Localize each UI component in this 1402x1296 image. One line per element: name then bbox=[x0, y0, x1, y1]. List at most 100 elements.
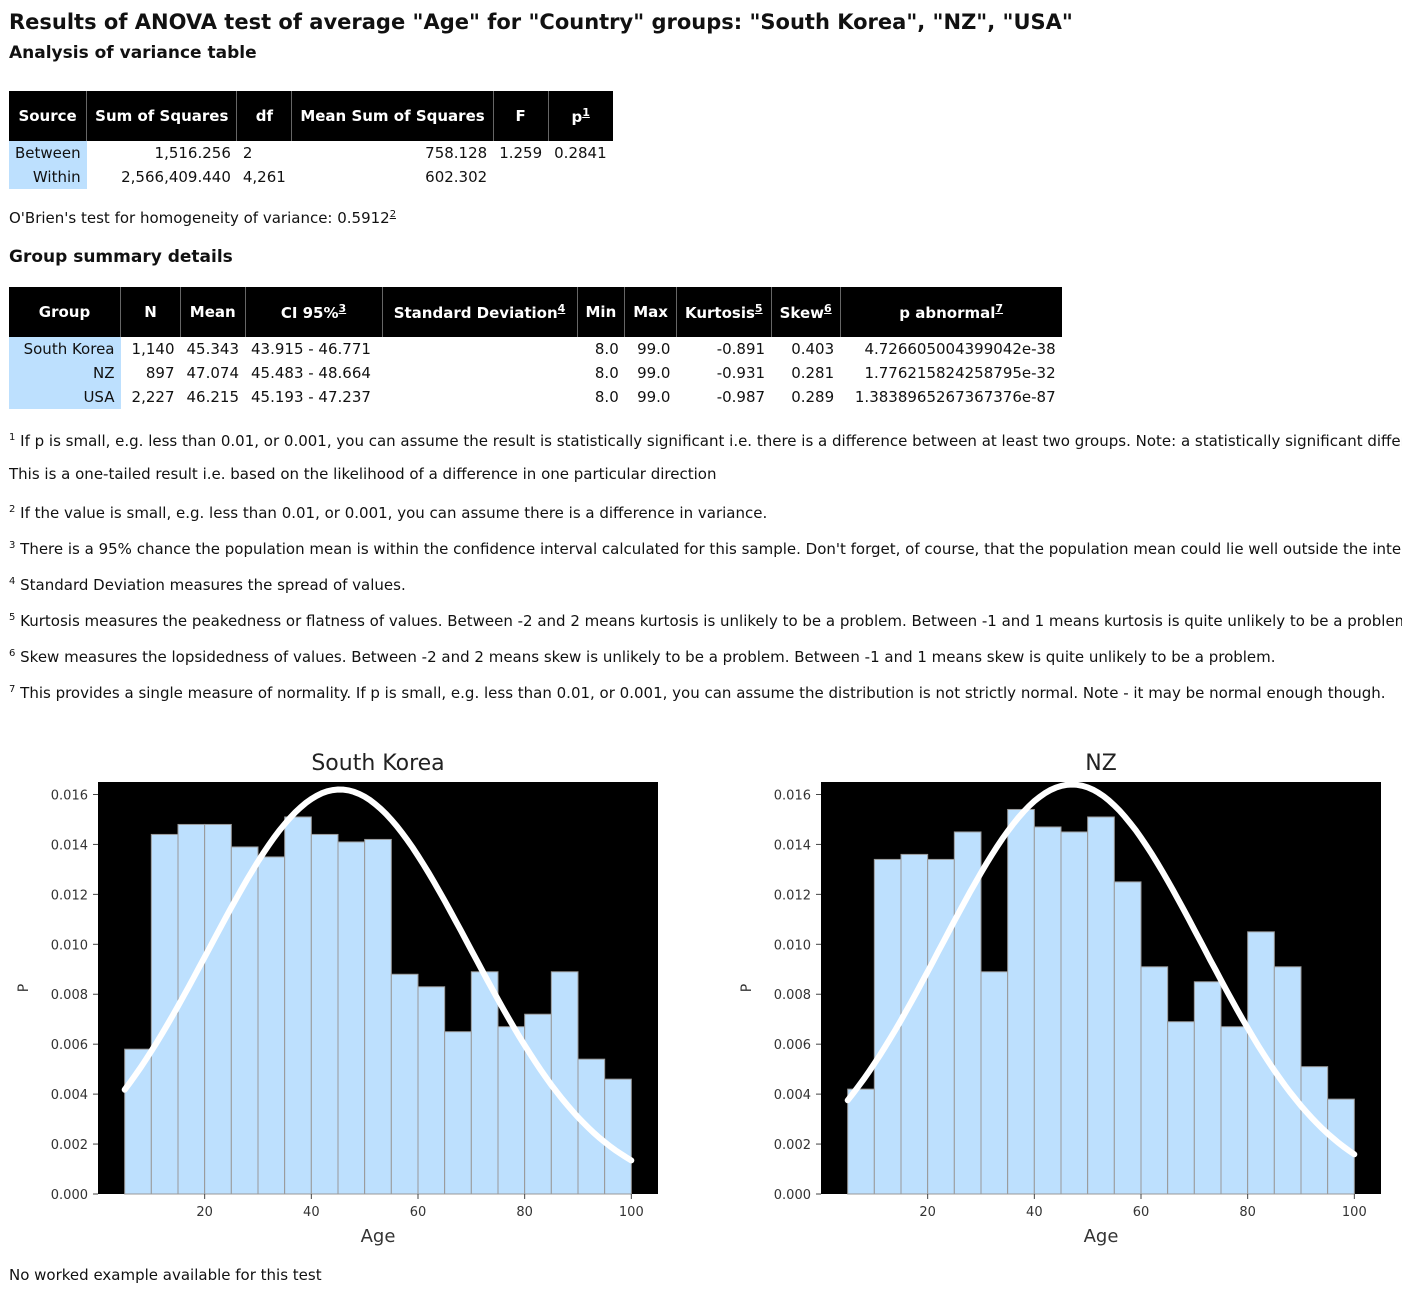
col-sd: Standard Deviation4 bbox=[382, 287, 578, 337]
y-tick-label: 0.010 bbox=[774, 938, 811, 953]
x-axis-label: Age bbox=[1084, 1226, 1119, 1247]
y-tick-label: 0.004 bbox=[51, 1088, 88, 1103]
x-tick-label: 20 bbox=[919, 1205, 936, 1220]
y-tick-label: 0.014 bbox=[774, 838, 811, 853]
col-n: N bbox=[120, 287, 181, 337]
histogram-bar bbox=[337, 841, 366, 1195]
chart-title: South Korea bbox=[311, 751, 444, 776]
footnote-number: 2 bbox=[9, 504, 16, 515]
page-title: Results of ANOVA test of average "Age" f… bbox=[9, 10, 1073, 34]
footnote-link[interactable]: 4 bbox=[557, 302, 566, 315]
cell-sd bbox=[382, 361, 577, 385]
y-tick-label: 0.012 bbox=[51, 888, 88, 903]
table-row: Within 2,566,409.440 4,261 602.302 bbox=[9, 165, 613, 189]
y-tick-label: 0.000 bbox=[774, 1188, 811, 1203]
footnote-link[interactable]: 1 bbox=[582, 106, 590, 119]
row-source: Within bbox=[9, 165, 87, 189]
x-tick-label: 80 bbox=[516, 1205, 533, 1220]
footnote-text: If p is small, e.g. less than 0.01, or 0… bbox=[20, 432, 1402, 450]
histogram-bar bbox=[177, 823, 206, 1195]
col-ci: CI 95%3 bbox=[245, 287, 383, 337]
col-df: df bbox=[236, 91, 293, 141]
cell-n: 1,140 bbox=[131, 340, 175, 358]
histogram-bar bbox=[604, 1078, 632, 1195]
x-tick-label: 60 bbox=[1133, 1205, 1150, 1220]
histogram-bar bbox=[444, 1031, 472, 1195]
cell-kurtosis: -0.891 bbox=[716, 340, 766, 358]
footnote-number: 7 bbox=[9, 684, 16, 695]
row-source: Between bbox=[9, 141, 87, 165]
histogram-bar bbox=[284, 816, 312, 1195]
x-tick-label: 60 bbox=[410, 1205, 427, 1220]
cell-p-abnormal: 1.776215824258795e-32 bbox=[864, 364, 1056, 382]
y-tick-label: 0.016 bbox=[51, 788, 88, 803]
footnotes: 1 If p is small, e.g. less than 0.01, or… bbox=[9, 420, 1402, 708]
histogram-bar bbox=[1087, 816, 1115, 1195]
group-header-row: Group N Mean CI 95%3 Standard Deviation4… bbox=[9, 287, 1062, 337]
footnote-link[interactable]: 5 bbox=[754, 302, 763, 315]
histogram-bar bbox=[1060, 831, 1089, 1195]
footnote-link[interactable]: 3 bbox=[338, 302, 347, 315]
cell-min: 8.0 bbox=[594, 364, 619, 382]
col-skew-label: Skew bbox=[779, 304, 824, 322]
histogram-bar bbox=[1220, 1026, 1249, 1195]
table-row: Between 1,516.256 2 758.128 1.259 0.2841 bbox=[9, 141, 613, 165]
cell-ms: 602.302 bbox=[425, 168, 488, 186]
footnote-text: This provides a single measure of normal… bbox=[20, 684, 1386, 702]
histogram-bar bbox=[524, 1013, 552, 1195]
col-min: Min bbox=[577, 287, 626, 337]
col-source: Source bbox=[9, 91, 88, 141]
footnote-link[interactable]: 6 bbox=[823, 302, 832, 315]
footnote: 7 This provides a single measure of norm… bbox=[9, 672, 1402, 708]
footnote: 1 If p is small, e.g. less than 0.01, or… bbox=[9, 420, 1402, 456]
footnote: 2 If the value is small, e.g. less than … bbox=[9, 492, 1402, 528]
anova-header-row: Source Sum of Squares df Mean Sum of Squ… bbox=[9, 91, 613, 141]
x-tick-label: 100 bbox=[619, 1205, 644, 1220]
col-p-abnormal-label: p abnormal bbox=[899, 304, 996, 322]
cell-n: 2,227 bbox=[131, 388, 175, 406]
cell-max: 99.0 bbox=[637, 340, 671, 358]
y-tick-label: 0.006 bbox=[51, 1038, 88, 1053]
x-tick-label: 40 bbox=[1026, 1205, 1043, 1220]
cell-df: 2 bbox=[242, 144, 253, 162]
x-axis-label: Age bbox=[361, 1226, 396, 1247]
y-tick-label: 0.002 bbox=[774, 1138, 811, 1153]
col-mean-squares: Mean Sum of Squares bbox=[291, 91, 494, 141]
cell-ci: 43.915 - 46.771 bbox=[251, 340, 371, 358]
histogram-charts: South Korea 20 40 60 80 100 0.000 0.002 0.004 0.0… bbox=[0, 740, 1402, 1260]
col-sum-squares: Sum of Squares bbox=[86, 91, 238, 141]
y-tick-label: 0.006 bbox=[774, 1038, 811, 1053]
col-p-label: p bbox=[571, 108, 583, 126]
cell-ss: 2,566,409.440 bbox=[121, 168, 231, 186]
row-group: USA bbox=[9, 385, 121, 409]
y-tick-label: 0.012 bbox=[774, 888, 811, 903]
footnote-text: Standard Deviation measures the spread o… bbox=[20, 576, 406, 594]
cell-df: 4,261 bbox=[242, 168, 286, 186]
cell-p bbox=[548, 165, 613, 189]
histogram-bar bbox=[1193, 981, 1222, 1195]
col-skew: Skew6 bbox=[771, 287, 841, 337]
col-kurtosis-label: Kurtosis bbox=[684, 304, 755, 322]
footnote-text: Kurtosis measures the peakedness or flat… bbox=[20, 612, 1402, 630]
histogram-bar bbox=[1113, 881, 1142, 1195]
histogram-bar bbox=[847, 1088, 875, 1195]
footnote-text: Skew measures the lopsidedness of values… bbox=[20, 648, 1276, 666]
histogram-bar bbox=[1140, 966, 1169, 1195]
group-summary-table: Group N Mean CI 95%3 Standard Deviation4… bbox=[9, 287, 1062, 409]
cell-p-abnormal: 4.726605004399042e-38 bbox=[864, 340, 1056, 358]
footnote-link[interactable]: 2 bbox=[389, 209, 397, 220]
histogram-bar bbox=[257, 856, 286, 1195]
col-sd-label: Standard Deviation bbox=[393, 304, 558, 322]
col-max: Max bbox=[624, 287, 677, 337]
obrien-line: O'Brien's test for homogeneity of varian… bbox=[9, 203, 396, 227]
footnote: 5 Kurtosis measures the peakedness or fl… bbox=[9, 600, 1402, 636]
footnote-number: 3 bbox=[9, 540, 16, 551]
histogram-bar bbox=[204, 823, 232, 1195]
table-row: USA 2,227 46.215 45.193 - 47.237 8.0 99.… bbox=[9, 385, 1062, 409]
cell-ci: 45.193 - 47.237 bbox=[251, 388, 371, 406]
x-tick-label: 80 bbox=[1239, 1205, 1256, 1220]
histogram-bar bbox=[953, 831, 982, 1195]
footnote-link[interactable]: 7 bbox=[995, 302, 1004, 315]
histogram-bar bbox=[497, 1026, 526, 1195]
chart-title: NZ bbox=[1085, 751, 1117, 776]
